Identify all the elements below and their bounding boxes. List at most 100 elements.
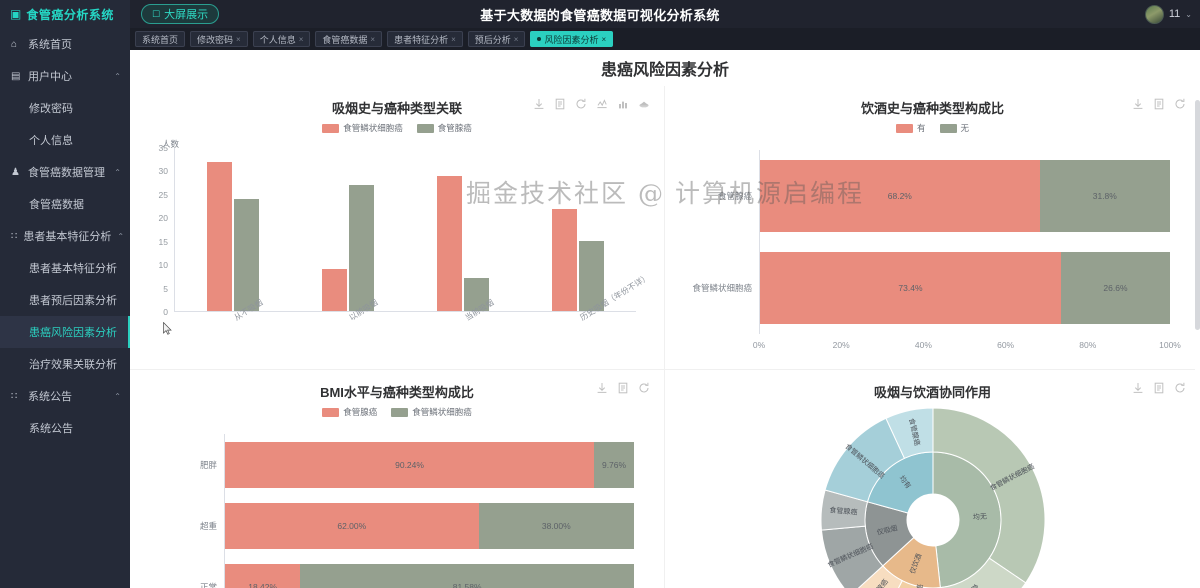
data-view-icon[interactable] xyxy=(617,382,629,394)
tab-4[interactable]: 食管癌数据 × xyxy=(315,31,383,47)
line-chart-icon[interactable] xyxy=(596,98,608,110)
refresh-icon[interactable] xyxy=(1174,98,1186,110)
data-view-icon[interactable] xyxy=(1153,382,1165,394)
sidebar-item-1[interactable]: ⌂ 系统首页 xyxy=(0,28,130,60)
stacked-segment[interactable]: 90.24% xyxy=(225,441,595,488)
legend-item-2[interactable]: 无 xyxy=(939,122,969,134)
stacked-segment[interactable]: 38.00% xyxy=(478,502,634,549)
chart-legend: 有无 xyxy=(675,122,1190,134)
download-icon[interactable] xyxy=(1132,98,1144,110)
grid-icon: ∷ xyxy=(11,230,18,242)
user-icon: ♟ xyxy=(11,166,20,178)
tab-3[interactable]: 个人信息 × xyxy=(252,31,311,47)
brand[interactable]: ▣ 食管癌分析系统 xyxy=(0,0,130,28)
tab-2[interactable]: 修改密码 × xyxy=(190,31,248,47)
sunburst-inner-label: 均无 xyxy=(972,512,986,522)
sidebar-item-10[interactable]: 患癌风险因素分析 xyxy=(0,316,130,348)
refresh-icon[interactable] xyxy=(575,98,587,110)
legend-label: 食管鳞状细胞癌 xyxy=(412,407,472,417)
sunburst-outer-label: 食管腺癌 xyxy=(829,505,858,516)
legend-item-1[interactable]: 有 xyxy=(895,122,926,134)
sunburst-outer-segment[interactable] xyxy=(939,557,1026,588)
bar[interactable] xyxy=(579,241,605,311)
sidebar-item-label: 患者基本特征分析 xyxy=(23,231,112,243)
tab-6[interactable]: 预后分析 × xyxy=(467,31,526,47)
chart-title: 饮酒史与癌种类型构成比 xyxy=(860,101,1004,116)
download-icon[interactable] xyxy=(1132,382,1144,394)
sunburst-plot: 食管鳞状细胞癌食管腺癌均无食管鳞状细胞癌食管腺癌仅饮酒食管鳞状细胞癌食管腺癌仅吸… xyxy=(675,405,1190,588)
chevron-down-icon: ⌄ xyxy=(1185,9,1192,19)
close-icon[interactable]: × xyxy=(298,34,304,44)
close-icon[interactable]: × xyxy=(451,34,456,44)
sidebar-item-8[interactable]: 患者基本特征分析 xyxy=(0,252,130,284)
close-icon[interactable]: × xyxy=(513,34,519,44)
data-view-icon[interactable] xyxy=(554,98,566,110)
sidebar-item-6[interactable]: 食管癌数据 xyxy=(0,188,130,220)
stacked-segment[interactable]: 73.4% xyxy=(760,252,1061,324)
close-icon[interactable]: × xyxy=(370,34,376,44)
legend-item-1[interactable]: 食管腺癌 xyxy=(322,406,377,418)
sunburst-outer-segment[interactable] xyxy=(884,407,933,459)
category-label: 肥胖 xyxy=(199,459,217,470)
bar[interactable] xyxy=(206,161,232,311)
legend-item-2[interactable]: 食管腺癌 xyxy=(416,122,472,134)
stack-icon[interactable] xyxy=(638,98,650,110)
stacked-segment[interactable]: 68.2% xyxy=(760,160,1040,232)
tab-7[interactable]: 风险因素分析 × xyxy=(530,31,614,47)
sidebar-item-label: 患者预后因素分析 xyxy=(29,295,117,307)
close-icon[interactable]: × xyxy=(601,34,607,44)
chart-card-bmi-cancer-type: BMI水平与癌种类型构成比 食管腺癌 食管鳞状细胞癌 肥胖 90.24% 9.76% 超… xyxy=(130,370,665,588)
bar[interactable] xyxy=(321,269,347,311)
y-axis-tick: 0 xyxy=(163,307,168,317)
legend-item-2[interactable]: 食管鳞状细胞癌 xyxy=(391,406,472,418)
sidebar: ⌂ 系统首页 ▤ 用户中心 ⌃ 修改密码 个人信息 ♟ 食管癌数据管理 ⌃ 食管癌数据 ∷ 患者基本特征… xyxy=(0,28,130,588)
stacked-segment[interactable]: 26.6% xyxy=(1060,252,1170,324)
sidebar-item-2[interactable]: ▤ 用户中心 ⌃ xyxy=(0,60,130,92)
download-icon[interactable] xyxy=(596,382,608,394)
sidebar-item-5[interactable]: ♟ 食管癌数据管理 ⌃ xyxy=(0,156,130,188)
bar[interactable] xyxy=(552,208,578,311)
bar-group xyxy=(552,148,605,311)
chart-title: 吸烟与饮酒协同作用 xyxy=(873,385,991,400)
sunburst-outer-segment[interactable] xyxy=(932,407,1045,584)
refresh-icon[interactable] xyxy=(1174,382,1186,394)
bar[interactable] xyxy=(464,278,490,311)
card-icon: ▤ xyxy=(11,70,21,82)
chart-toolbox-short xyxy=(1132,98,1186,110)
sidebar-item-7[interactable]: ∷ 患者基本特征分析 ⌃ xyxy=(0,220,130,252)
download-icon[interactable] xyxy=(533,98,545,110)
sidebar-item-11[interactable]: 治疗效果关联分析 xyxy=(0,348,130,380)
legend-swatch xyxy=(895,123,913,133)
sidebar-item-4[interactable]: 个人信息 xyxy=(0,124,130,156)
stacked-segment[interactable]: 9.76% xyxy=(594,441,634,488)
grid-icon: ∷ xyxy=(11,390,18,402)
x-axis-tick-label: 60% xyxy=(997,340,1015,350)
plot-area xyxy=(174,148,636,312)
bar[interactable] xyxy=(437,175,463,311)
tab-5[interactable]: 患者特征分析 × xyxy=(387,31,463,47)
data-view-icon[interactable] xyxy=(1153,98,1165,110)
bar-chart-icon[interactable] xyxy=(617,98,629,110)
sidebar-item-13[interactable]: 系统公告 xyxy=(0,412,130,444)
stacked-segment[interactable]: 62.00% xyxy=(225,502,479,549)
refresh-icon[interactable] xyxy=(638,382,650,394)
x-axis-tick-label: 100% xyxy=(1159,340,1181,350)
scrollbar-thumb[interactable] xyxy=(1195,100,1200,330)
sidebar-item-9[interactable]: 患者预后因素分析 xyxy=(0,284,130,316)
stacked-segment[interactable]: 18.42% xyxy=(225,564,301,588)
user-menu[interactable]: 11 ⌄ xyxy=(1144,0,1192,28)
stacked-segment[interactable]: 81.58% xyxy=(300,564,634,588)
bar[interactable] xyxy=(233,199,259,311)
close-icon[interactable]: × xyxy=(236,34,241,44)
sidebar-item-label: 食管癌数据 xyxy=(29,199,84,211)
chart-card-smoking-drinking-synergy: 吸烟与饮酒协同作用 食管鳞状细胞癌食管腺癌均无食管鳞状细胞癌食管腺癌仅饮酒食管鳞… xyxy=(665,370,1200,588)
bar[interactable] xyxy=(348,185,374,311)
bigscreen-button[interactable]: ☐ 大屏展示 xyxy=(141,4,220,24)
sidebar-item-12[interactable]: ∷ 系统公告 ⌃ xyxy=(0,380,130,412)
scrollbar-vertical[interactable] xyxy=(1195,100,1200,588)
sidebar-item-3[interactable]: 修改密码 xyxy=(0,92,130,124)
stacked-segment[interactable]: 31.8% xyxy=(1039,160,1170,232)
tab-1[interactable]: 系统首页 xyxy=(135,31,186,47)
legend-item-1[interactable]: 食管鳞状细胞癌 xyxy=(322,122,403,134)
